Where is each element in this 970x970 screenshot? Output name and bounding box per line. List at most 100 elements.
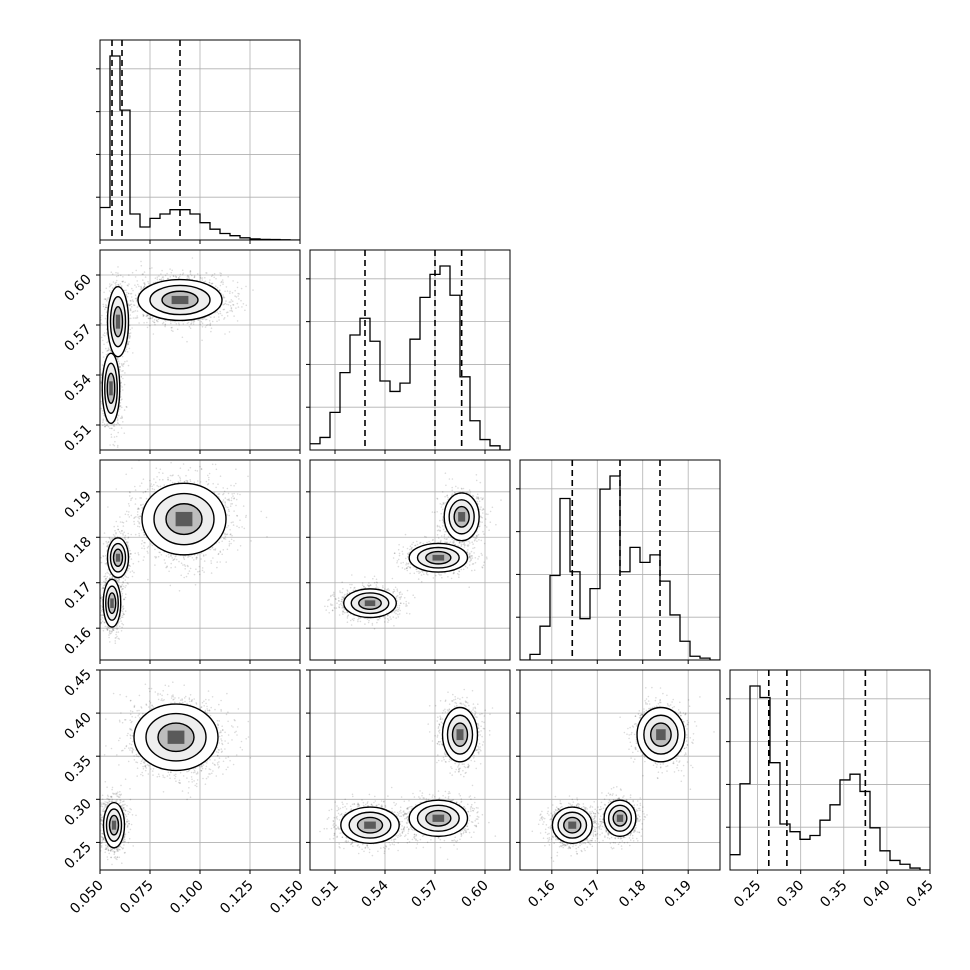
scatter-point bbox=[106, 300, 108, 302]
scatter-point bbox=[104, 572, 107, 575]
scatter-point bbox=[120, 532, 122, 535]
scatter-point bbox=[113, 423, 116, 426]
scatter-point bbox=[100, 622, 103, 624]
scatter-point bbox=[135, 269, 137, 272]
scatter-point bbox=[131, 311, 134, 313]
scatter-point bbox=[227, 303, 230, 306]
scatter-point bbox=[208, 281, 211, 284]
scatter-point bbox=[101, 587, 104, 590]
scatter-point bbox=[119, 365, 121, 368]
scatter-point bbox=[117, 622, 119, 625]
scatter-point bbox=[234, 289, 236, 292]
scatter-point bbox=[102, 555, 104, 557]
scatter-point bbox=[147, 282, 150, 285]
scatter-point bbox=[237, 292, 239, 295]
scatter-point bbox=[102, 587, 105, 589]
scatter-point bbox=[188, 325, 191, 328]
scatter-point bbox=[229, 292, 231, 295]
scatter-point bbox=[120, 595, 123, 598]
scatter-point bbox=[129, 292, 132, 295]
scatter-point bbox=[103, 343, 105, 346]
scatter-point bbox=[103, 332, 106, 334]
scatter-point bbox=[159, 278, 161, 281]
scatter-point bbox=[146, 321, 148, 324]
scatter-point bbox=[103, 575, 105, 578]
scatter-point bbox=[218, 316, 220, 318]
scatter-point bbox=[162, 278, 165, 281]
scatter-point bbox=[102, 419, 104, 422]
scatter-point bbox=[210, 330, 212, 333]
scatter-point bbox=[127, 292, 130, 295]
scatter-point bbox=[227, 311, 229, 314]
scatter-point bbox=[117, 423, 119, 425]
scatter-point bbox=[158, 275, 160, 277]
scatter-point bbox=[126, 582, 129, 584]
scatter-point bbox=[206, 318, 208, 321]
scatter-point bbox=[172, 330, 174, 333]
scatter-point bbox=[135, 300, 138, 302]
scatter-point bbox=[116, 580, 119, 582]
scatter-point bbox=[236, 320, 239, 322]
scatter-point bbox=[105, 287, 108, 290]
scatter-point bbox=[109, 630, 111, 632]
scatter-point bbox=[117, 637, 119, 640]
scatter-point bbox=[117, 525, 119, 528]
scatter-point bbox=[116, 579, 119, 582]
scatter-point bbox=[138, 285, 140, 288]
scatter-point bbox=[119, 521, 122, 523]
scatter-point bbox=[104, 575, 107, 577]
density-core bbox=[109, 381, 113, 396]
scatter-point bbox=[142, 314, 145, 317]
scatter-point bbox=[115, 520, 118, 523]
scatter-point bbox=[193, 320, 196, 323]
scatter-point bbox=[120, 585, 122, 588]
scatter-point bbox=[105, 306, 107, 309]
scatter-point bbox=[125, 520, 128, 522]
scatter-point bbox=[124, 534, 127, 537]
scatter-point bbox=[129, 308, 132, 310]
scatter-point bbox=[135, 286, 138, 288]
scatter-point bbox=[233, 315, 235, 317]
scatter-point bbox=[241, 306, 243, 308]
scatter-point bbox=[122, 585, 125, 588]
scatter-point bbox=[125, 346, 128, 348]
scatter-point bbox=[118, 362, 121, 365]
scatter-point bbox=[126, 360, 128, 362]
scatter-point bbox=[96, 601, 98, 603]
scatter-point bbox=[109, 284, 112, 287]
scatter-point bbox=[211, 282, 213, 285]
scatter-point bbox=[105, 558, 108, 560]
scatter-point bbox=[161, 322, 164, 325]
scatter-point bbox=[222, 295, 225, 298]
scatter-point bbox=[156, 319, 158, 322]
scatter-point bbox=[120, 285, 123, 287]
scatter-point bbox=[127, 541, 129, 543]
scatter-point bbox=[102, 334, 105, 336]
scatter-point bbox=[121, 415, 123, 418]
scatter-point bbox=[129, 337, 131, 339]
scatter-point bbox=[107, 544, 109, 546]
scatter-point bbox=[124, 372, 126, 374]
scatter-point bbox=[170, 326, 173, 329]
scatter-point bbox=[181, 273, 184, 276]
scatter-point bbox=[223, 317, 226, 319]
scatter-point bbox=[106, 424, 108, 427]
scatter-point bbox=[124, 610, 127, 612]
scatter-point bbox=[134, 294, 137, 297]
scatter-point bbox=[121, 398, 123, 401]
scatter-point bbox=[143, 282, 145, 284]
scatter-point bbox=[238, 298, 240, 300]
scatter-point bbox=[105, 306, 107, 309]
scatter-point bbox=[225, 300, 227, 302]
scatter-point bbox=[103, 291, 105, 294]
scatter-point bbox=[132, 317, 135, 319]
scatter-point bbox=[117, 418, 119, 420]
scatter-point bbox=[104, 582, 107, 584]
scatter-point bbox=[115, 533, 117, 535]
scatter-point bbox=[132, 562, 135, 565]
scatter-point bbox=[103, 584, 105, 587]
scatter-point bbox=[162, 321, 165, 324]
scatter-point bbox=[117, 580, 120, 583]
scatter-point bbox=[129, 309, 132, 311]
scatter-point bbox=[115, 625, 118, 627]
